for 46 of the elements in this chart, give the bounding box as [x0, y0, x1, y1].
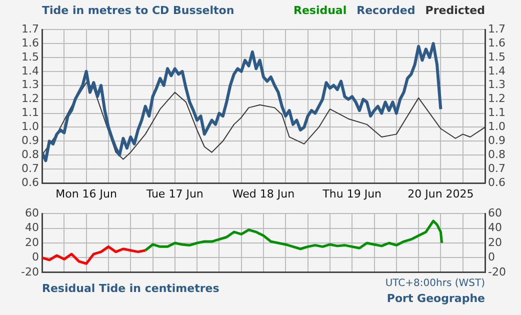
- y-tick-label: 0: [32, 250, 39, 264]
- text: Port Geographe: [386, 292, 485, 305]
- y-tick-label: 0.7: [22, 162, 39, 175]
- y-tick-label: 40: [25, 221, 39, 234]
- y2-tick-label: 1.7: [488, 22, 506, 36]
- x-tick-label: 20 Jun 2025: [408, 187, 474, 200]
- x-axis-title: Residual Tide in centimetres: [42, 282, 220, 295]
- text: UTC+8:00hrs (WST): [385, 278, 485, 289]
- y2-tick-label: 1.4: [488, 64, 506, 78]
- chart-title: Tide in metres to CD Busselton: [42, 4, 234, 17]
- x-tick-label: Wed 18 Jun: [232, 187, 295, 200]
- y-tick-label: 1.4: [22, 64, 39, 78]
- y-tick-label: 1.1: [22, 106, 39, 120]
- y2-tick-label: 1.1: [488, 106, 506, 120]
- y-tick-label: 1.7: [22, 22, 39, 36]
- y-tick-label: 1.5: [22, 50, 39, 64]
- y2-tick-label: 0: [488, 250, 495, 264]
- y-tick-label: 0.6: [22, 176, 39, 189]
- y-tick-label: 0.8: [22, 148, 39, 161]
- y2-tick-label: 1.3: [488, 78, 506, 92]
- y-tick-label: 20: [25, 236, 39, 249]
- y2-tick-label: 1.6: [488, 36, 506, 50]
- y2-tick-label: 40: [488, 221, 502, 234]
- y2-tick-label: 0.9: [488, 134, 506, 148]
- y-tick-label: 60: [25, 206, 39, 220]
- text: Predicted: [425, 4, 485, 17]
- y-tick-label: 1.0: [22, 120, 39, 134]
- y2-tick-label: 1.0: [488, 120, 506, 134]
- y2-tick-label: 0.7: [488, 162, 506, 175]
- text: Recorded: [356, 4, 416, 17]
- y-tick-label: 1.2: [22, 92, 39, 106]
- y-tick-label: 0.9: [22, 134, 39, 148]
- y2-tick-label: 1.2: [488, 92, 506, 106]
- y-tick-label: -20: [21, 265, 39, 278]
- y2-tick-label: -20: [488, 265, 506, 278]
- x-tick-label: Mon 16 Jun: [56, 187, 118, 200]
- y2-tick-label: 60: [488, 206, 502, 220]
- y2-tick-label: 1.5: [488, 50, 506, 64]
- y-tick-label: 1.3: [22, 78, 39, 92]
- y2-tick-label: 20: [488, 236, 502, 249]
- x-tick-label: Tue 17 Jun: [145, 187, 204, 200]
- text: Residual: [293, 4, 347, 17]
- y2-tick-label: 0.6: [488, 176, 506, 189]
- y-tick-label: 1.6: [22, 36, 39, 50]
- y2-tick-label: 0.8: [488, 148, 506, 161]
- x-tick-label: Thu 19 Jun: [322, 187, 382, 200]
